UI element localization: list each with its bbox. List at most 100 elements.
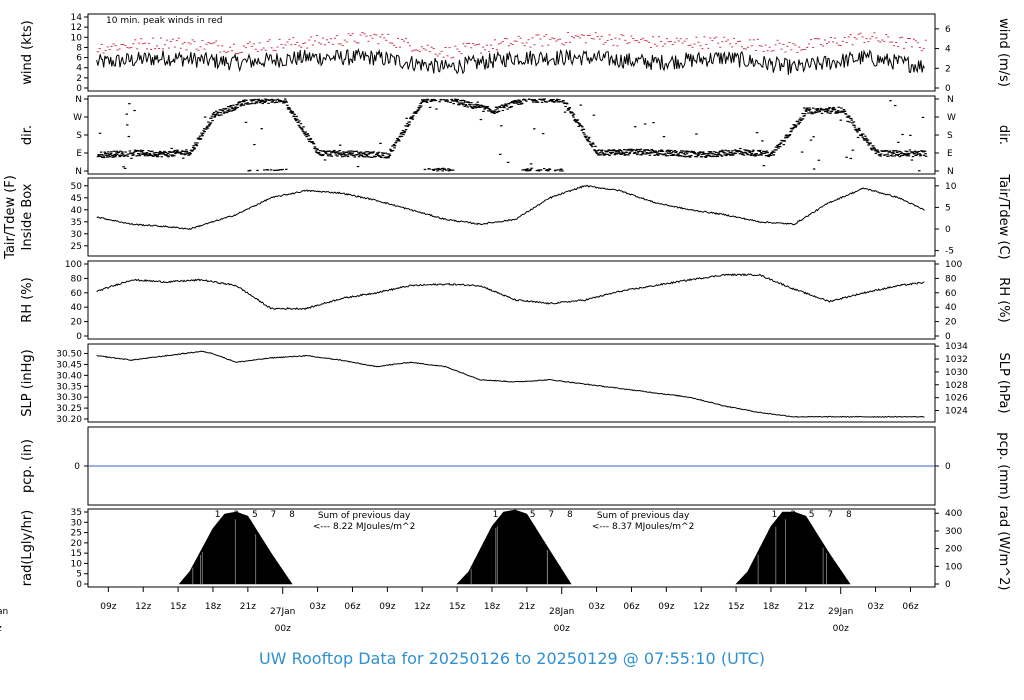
x-day-date-label: 29Jan (828, 607, 853, 617)
radiation-hour-mark: 5 (530, 510, 536, 520)
temperature-left-tick-label: 25 (71, 242, 82, 252)
radiation-hour-mark: 1 (772, 510, 778, 520)
direction-right-tick-label: N (947, 167, 954, 177)
x-hour-label: 18z (484, 602, 500, 612)
x-hour-label: 15z (728, 602, 744, 612)
humidity-left-tick-label: 80 (71, 274, 83, 284)
radiation-area-day-1 (178, 511, 293, 585)
wind-left-tick-label: 12 (71, 23, 82, 33)
pressure-right-tick-label: 1024 (945, 407, 968, 417)
radiation-ylabel-right: rad (W/m^2) (996, 506, 1011, 591)
x-hour-label: 12z (693, 602, 709, 612)
radiation-hour-mark: 8 (289, 510, 295, 520)
pressure-ylabel-right: SLP (hPa) (996, 352, 1011, 413)
pressure-ylabel-left: SLP (inHg) (20, 349, 35, 417)
pressure-right-tick-label: 1026 (945, 394, 968, 404)
x-hour-label: 09z (379, 602, 395, 612)
direction-left-tick-label: S (76, 131, 82, 141)
x-hour-label: 03z (589, 602, 605, 612)
radiation-hour-mark: 1 (215, 510, 221, 520)
humidity-left-tick-label: 100 (65, 260, 82, 270)
radiation-left-tick-label: 15 (71, 549, 82, 559)
radiation-right-tick-label: 0 (945, 580, 951, 590)
x-day-hour-label: 00z (275, 624, 291, 634)
humidity-right-tick-label: 100 (945, 260, 962, 270)
x-hour-label: 06z (902, 602, 918, 612)
precipitation-ylabel-left: pcp. (in) (20, 439, 35, 493)
pressure-right-tick-label: 1030 (945, 368, 968, 378)
radiation-left-tick-label: 5 (76, 570, 82, 580)
peak-wind-note: 10 min. peak winds in red (106, 16, 223, 26)
humidity-right-tick-label: 80 (945, 274, 957, 284)
pressure-left-tick-label: 30.35 (56, 382, 82, 392)
radiation-left-tick-label: 10 (71, 559, 83, 569)
pressure-left-tick-label: 30.45 (56, 360, 82, 370)
radiation-hour-mark: 5 (252, 510, 258, 520)
radiation-left-tick-label: 25 (71, 529, 82, 539)
x-day-hour-label: 00z (833, 624, 849, 634)
direction-left-tick-label: E (76, 149, 82, 159)
radiation-right-tick-label: 200 (945, 545, 962, 555)
direction-right-tick-label: E (947, 149, 953, 159)
precip-left-tick-label: 0 (74, 462, 80, 472)
wind-left-tick-label: 2 (76, 74, 82, 84)
humidity-right-tick-label: 60 (945, 289, 957, 299)
wind-left-tick-label: 10 (71, 33, 83, 43)
radiation-frame (87, 508, 936, 588)
pressure-right-tick-label: 1028 (945, 381, 968, 391)
wind-left-tick-label: 0 (76, 84, 82, 94)
temperature-ylabel-right: Tair/Tdew (C) (996, 173, 1011, 259)
temperature-left-tick-label: 30 (71, 230, 83, 240)
pressure-line (96, 350, 925, 418)
humidity-left-tick-label: 0 (76, 332, 82, 342)
radiation-right-tick-label: 300 (945, 527, 962, 537)
wind-right-tick-label: 6 (945, 25, 951, 35)
temperature-left-tick-label: 35 (71, 218, 82, 228)
radiation-hour-mark: 7 (548, 510, 554, 520)
wind-frame (87, 13, 936, 92)
radiation-hour-mark: 7 (271, 510, 277, 520)
temperature-left-tick-label: 45 (71, 194, 82, 204)
radiation-hour-mark: 8 (567, 510, 573, 520)
wind-ylabel-left: wind (kts) (20, 20, 35, 84)
x-day-hour-label: 00z (554, 624, 570, 634)
x-hour-label: 09z (100, 602, 116, 612)
pressure-left-tick-label: 30.30 (56, 393, 82, 403)
pressure-right-tick-label: 1034 (945, 342, 968, 352)
x-hour-label: 06z (344, 602, 360, 612)
radiation-hour-mark: 8 (846, 510, 852, 520)
pressure-left-tick-label: 30.50 (56, 350, 82, 360)
radiation-right-tick-label: 100 (945, 562, 962, 572)
wind-left-tick-label: 6 (76, 54, 82, 64)
x-hour-label: 21z (240, 602, 256, 612)
wind-right-tick-label: 2 (945, 64, 951, 74)
humidity-frame (87, 260, 936, 340)
temperature-right-tick-label: 5 (945, 203, 951, 213)
radiation-left-tick-label: 35 (71, 508, 82, 518)
pressure-frame (87, 343, 936, 423)
wind-right-tick-label: 0 (945, 84, 951, 94)
x-day-date-label: 27Jan (270, 607, 295, 617)
x-hour-label: 06z (623, 602, 639, 612)
humidity-right-tick-label: 40 (945, 303, 957, 313)
humidity-ylabel-right: RH (%) (996, 277, 1011, 322)
temperature-ylabel-left2: Inside Box (20, 183, 35, 250)
pressure-left-tick-label: 30.20 (56, 415, 82, 425)
radiation-area-day-3 (735, 511, 851, 585)
temperature-right-tick-label: -5 (945, 247, 954, 257)
radiation-left-tick-label: 30 (71, 518, 83, 528)
radiation-right-tick-label: 400 (945, 509, 962, 519)
x-day-date-label-cut: an (0, 607, 8, 617)
x-day-hour-label-cut: z (0, 624, 2, 634)
pressure-left-tick-label: 30.25 (56, 404, 82, 414)
radiation-hour-mark: 5 (809, 510, 815, 520)
direction-ylabel-right: dir. (996, 125, 1011, 145)
x-hour-label: 09z (658, 602, 674, 612)
humidity-left-tick-label: 60 (71, 289, 83, 299)
wind-speed-line (96, 47, 925, 75)
wind-right-tick-label: 4 (945, 45, 951, 55)
radiation-sum-value: <--- 8.22 MJoules/m^2 (313, 522, 415, 532)
x-hour-label: 12z (414, 602, 430, 612)
wind-left-tick-label: 4 (76, 64, 82, 74)
footer-title: UW Rooftop Data for 20250126 to 20250129… (258, 649, 766, 668)
